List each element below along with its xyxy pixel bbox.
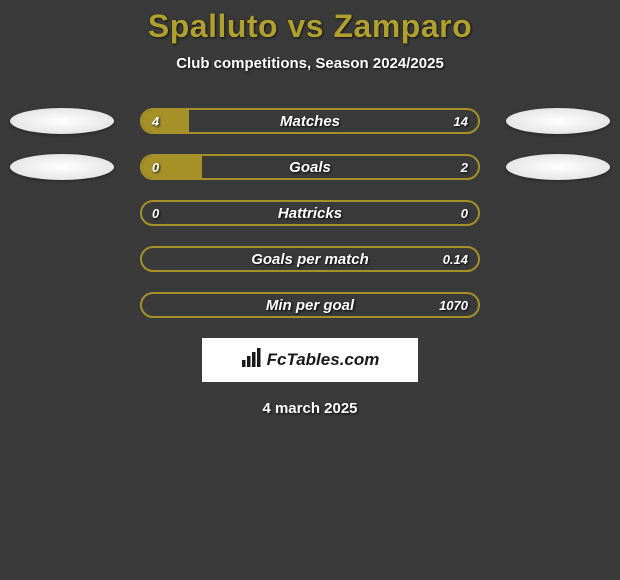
stat-value-right: 1070 <box>439 294 468 316</box>
stat-label: Min per goal <box>142 294 478 316</box>
stat-value-left: 0 <box>152 202 159 224</box>
date-label: 4 march 2025 <box>0 400 620 417</box>
stat-value-right: 2 <box>461 156 468 178</box>
player-right-marker <box>506 154 610 180</box>
stat-bar: 0 0Hattricks <box>140 200 480 226</box>
stat-label: Matches <box>142 110 478 132</box>
page-subtitle: Club competitions, Season 2024/2025 <box>0 55 620 72</box>
bar-fill-left <box>142 110 189 132</box>
stat-value-left: 0 <box>152 156 159 178</box>
player-left-marker <box>10 108 114 134</box>
comparison-row: 02Goals <box>0 154 620 180</box>
comparison-container: Spalluto vs Zamparo Club competitions, S… <box>0 0 620 417</box>
site-logo[interactable]: FcTables.com <box>202 338 418 382</box>
stat-bar: 02Goals <box>140 154 480 180</box>
comparison-rows: 414Matches02Goals00Hattricks0.14Goals pe… <box>0 108 620 318</box>
stat-value-left: 4 <box>152 110 159 132</box>
stat-label: Hattricks <box>142 202 478 224</box>
stat-bar: 0.14Goals per match <box>140 246 480 272</box>
stat-bar: 4 14Matches <box>140 108 480 134</box>
page-title: Spalluto vs Zamparo <box>0 8 620 45</box>
chart-bars-icon <box>241 348 263 373</box>
stat-bar: 1070Min per goal <box>140 292 480 318</box>
stat-value-right: 14 <box>454 110 468 132</box>
stat-value-right: 0.14 <box>443 248 468 270</box>
comparison-row: 1070Min per goal <box>0 292 620 318</box>
player-right-marker <box>506 108 610 134</box>
comparison-row: 4 14Matches <box>0 108 620 134</box>
comparison-row: 0.14Goals per match <box>0 246 620 272</box>
player-left-marker <box>10 154 114 180</box>
site-logo-text: FcTables.com <box>267 350 380 370</box>
comparison-row: 0 0Hattricks <box>0 200 620 226</box>
stat-label: Goals per match <box>142 248 478 270</box>
stat-value-right: 0 <box>461 202 468 224</box>
